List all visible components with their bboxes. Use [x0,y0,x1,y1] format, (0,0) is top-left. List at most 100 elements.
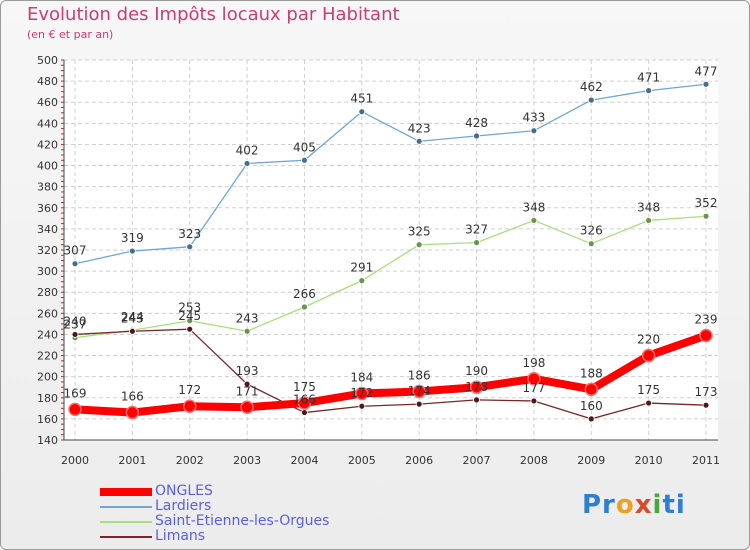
y-tick-label: 420 [37,138,58,151]
series-line-2 [74,215,707,339]
data-label: 239 [695,313,718,327]
data-point [355,386,369,401]
data-point [584,382,599,397]
data-point [412,384,426,399]
data-label: 166 [293,393,316,407]
data-point [125,405,140,420]
data-label: 171 [236,384,259,398]
data-point [240,400,254,415]
data-label: 166 [121,390,144,404]
data-point [587,240,595,248]
logo-part: ti [662,490,686,520]
data-label: 169 [64,386,87,400]
data-label: 433 [522,111,545,125]
data-point [473,239,480,247]
data-label: 243 [121,311,144,325]
logo-part: Pr [582,490,616,520]
y-tick-label: 200 [37,371,58,384]
y-tick-label: 220 [37,350,58,363]
data-label: 172 [350,386,373,400]
data-point [415,400,423,408]
y-tick-label: 480 [37,75,58,88]
data-label: 325 [408,225,431,239]
data-label: 471 [637,71,660,85]
data-label: 172 [178,383,201,397]
data-point [645,399,653,407]
data-point [297,396,312,410]
data-point [415,241,423,249]
data-point [182,399,197,413]
y-tick-label: 260 [37,307,58,320]
data-label: 193 [236,364,259,378]
data-label: 173 [695,385,718,399]
y-tick-label: 360 [37,202,58,215]
data-label: 327 [465,223,488,237]
data-label: 451 [350,92,373,106]
data-point [71,260,79,268]
data-label: 348 [522,200,545,214]
data-label: 423 [408,121,431,135]
data-label: 352 [695,196,718,210]
x-tick-label: 2011 [692,454,720,467]
data-point [473,396,480,404]
x-tick-label: 2002 [176,454,204,467]
legend-label-saint-etienne: Saint-Etienne-les-Orgues [155,513,330,529]
data-point [527,372,541,386]
y-tick-label: 160 [37,413,58,426]
data-label: 405 [293,140,316,154]
data-point [128,247,136,255]
series-line-3 [74,328,707,420]
y-tick-label: 300 [37,265,58,278]
x-tick-label: 2009 [577,454,605,467]
data-label: 160 [580,399,603,413]
x-tick-label: 2001 [118,454,146,467]
data-point [645,87,653,95]
data-point [186,243,194,251]
data-label: 323 [178,227,201,241]
data-point [702,401,710,409]
data-label: 348 [637,200,660,214]
data-label: 307 [64,244,87,258]
data-label: 220 [637,333,660,347]
x-tick-label: 2005 [348,454,376,467]
y-tick-label: 400 [37,160,58,173]
logo-part: i [652,490,663,520]
data-point [587,96,595,104]
x-tick-label: 2010 [635,454,663,467]
logo-part: o [615,490,635,520]
data-label: 291 [350,261,373,275]
data-label: 326 [580,224,603,238]
legend-swatch-limans [100,536,152,538]
legend-label-limans: Limans [155,528,206,544]
data-label: 244 [121,310,144,324]
data-point [645,217,653,224]
data-label: 177 [522,381,545,395]
x-tick-label: 2003 [233,454,261,467]
data-label: 477 [695,64,718,78]
data-label: 190 [465,364,488,378]
data-point [702,80,710,88]
y-tick-label: 280 [37,286,58,299]
data-point [68,402,82,417]
logo-part: x [634,490,653,520]
data-label: 178 [465,380,488,394]
y-tick-label: 140 [37,434,58,447]
data-point [358,277,366,285]
data-point [243,327,251,335]
data-label: 174 [408,384,431,398]
data-point [186,317,194,325]
data-point [358,108,366,116]
data-point [530,217,538,224]
data-point [243,160,251,167]
data-label: 245 [178,309,201,323]
y-tick-label: 340 [37,223,58,236]
data-point [469,380,484,394]
data-label: 237 [64,318,87,332]
series-line-1 [74,83,707,265]
data-point [358,402,366,410]
x-tick-label: 2000 [61,454,89,467]
y-tick-label: 440 [37,117,58,130]
data-label: 188 [580,366,603,380]
data-point [473,132,480,140]
data-point [128,327,136,335]
